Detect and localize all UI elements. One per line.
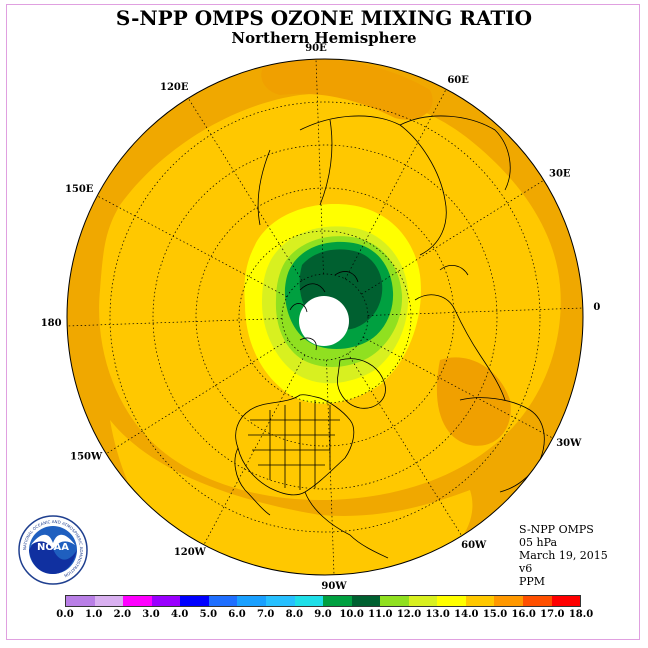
info-units: PPM (519, 575, 546, 588)
coast-north-america (234, 394, 389, 559)
colorbar-swatch (180, 596, 209, 606)
colorbar-swatch (265, 596, 295, 606)
map-subtitle: Northern Hemisphere (231, 29, 417, 47)
coast-asia (257, 115, 511, 256)
colorbar-tick-label: 18.0 (568, 609, 594, 620)
coast-africa (459, 397, 545, 493)
meridian-label: 0 (593, 302, 600, 313)
colorbar-swatch (437, 596, 466, 606)
meridian-label: 30E (549, 168, 571, 179)
ozone-band-15 (436, 357, 511, 446)
info-date: March 19, 2015 (519, 549, 608, 562)
colorbar-swatch (494, 596, 523, 606)
colorbar-tick-label: 10.0 (339, 609, 364, 620)
colorbar-swatch (523, 596, 552, 606)
colorbar-swatch (123, 596, 152, 606)
noaa-logo: NOAA NATIONAL OCEANIC AND ATMOSPHERIC AD… (18, 515, 88, 585)
ozone-band-15-north (261, 59, 433, 120)
colorbar-swatch (351, 596, 381, 606)
meridian-label: 150E (65, 184, 94, 195)
colorbar-swatch (465, 596, 495, 606)
meridian-labels: 90E 60E 30E 0 30W 60W 90W 120W 150W 180 150E 120E (41, 43, 601, 592)
globe-outline (66, 58, 584, 576)
map-title: S-NPP OMPS OZONE MIXING RATIO (115, 6, 533, 30)
colorbar-tick-label: 12.0 (396, 609, 422, 620)
ozone-band-14-south (110, 420, 473, 575)
info-instrument: S-NPP OMPS (519, 523, 594, 536)
colorbar-tick-label: 2.0 (113, 609, 132, 620)
colorbar (65, 595, 581, 607)
no-data-cap (299, 296, 349, 346)
coast-greenland (337, 358, 386, 409)
info-version: v6 (519, 562, 533, 575)
colorbar-tick-label: 1.0 (84, 609, 103, 620)
colorbar-swatch (294, 596, 324, 606)
colorbar-swatch (208, 596, 238, 606)
coast-arctic (289, 271, 359, 351)
colorbar-tick-label: 14.0 (454, 609, 479, 620)
colorbar-tick-label: 9.0 (314, 609, 332, 620)
colorbar-tick-label: 13.0 (425, 609, 450, 620)
colorbar-tick-label: 15.0 (482, 609, 508, 620)
colorbar-swatch (66, 596, 95, 606)
coast-europe (414, 265, 506, 401)
colorbar-swatch (551, 596, 581, 606)
colorbar-swatch (94, 596, 124, 606)
meridian-label: 180 (41, 318, 62, 329)
coastlines (234, 115, 545, 559)
latitude-circles (109, 101, 541, 533)
info-level: 05 hPa (519, 536, 558, 549)
meridian-label: 120E (160, 82, 189, 93)
colorbar-tick-label: 16.0 (511, 609, 536, 620)
meridian-label: 90E (305, 43, 327, 54)
colorbar-tick-label: 5.0 (199, 609, 218, 620)
info-block: S-NPP OMPS 05 hPa March 19, 2015 v6 PPM (519, 523, 608, 588)
colorbar-tick-label: 4.0 (170, 609, 189, 620)
colorbar-swatch (151, 596, 181, 606)
meridian-label: 120W (174, 547, 207, 558)
meridian-label: 60W (461, 540, 487, 551)
ozone-field (67, 59, 583, 575)
colorbar-swatch (237, 596, 266, 606)
colorbar-swatch (323, 596, 352, 606)
colorbar-tick-label: 11.0 (368, 609, 393, 620)
colorbar-tick-label: 17.0 (540, 609, 565, 620)
colorbar-tick-label: 0.0 (56, 609, 74, 620)
colorbar-tick-label: 8.0 (285, 609, 304, 620)
colorbar-tick-label: 3.0 (142, 609, 160, 620)
colorbar-tick-label: 7.0 (256, 609, 275, 620)
meridian-label: 90W (321, 581, 347, 592)
noaa-logo-text: NOAA (37, 542, 69, 553)
meridian-label: 150W (70, 452, 103, 463)
colorbar-swatch (408, 596, 438, 606)
coast-us-states (248, 400, 340, 490)
colorbar-tick-label: 6.0 (228, 609, 246, 620)
colorbar-swatch (380, 596, 409, 606)
meridian-label: 30W (556, 438, 582, 449)
meridian-label: 60E (447, 75, 469, 86)
colorbar-labels: 0.0 1.0 2.0 3.0 4.0 5.0 6.0 7.0 8.0 9.0 10.0 11.0 12… (0, 609, 648, 623)
plot-frame (6, 4, 640, 640)
